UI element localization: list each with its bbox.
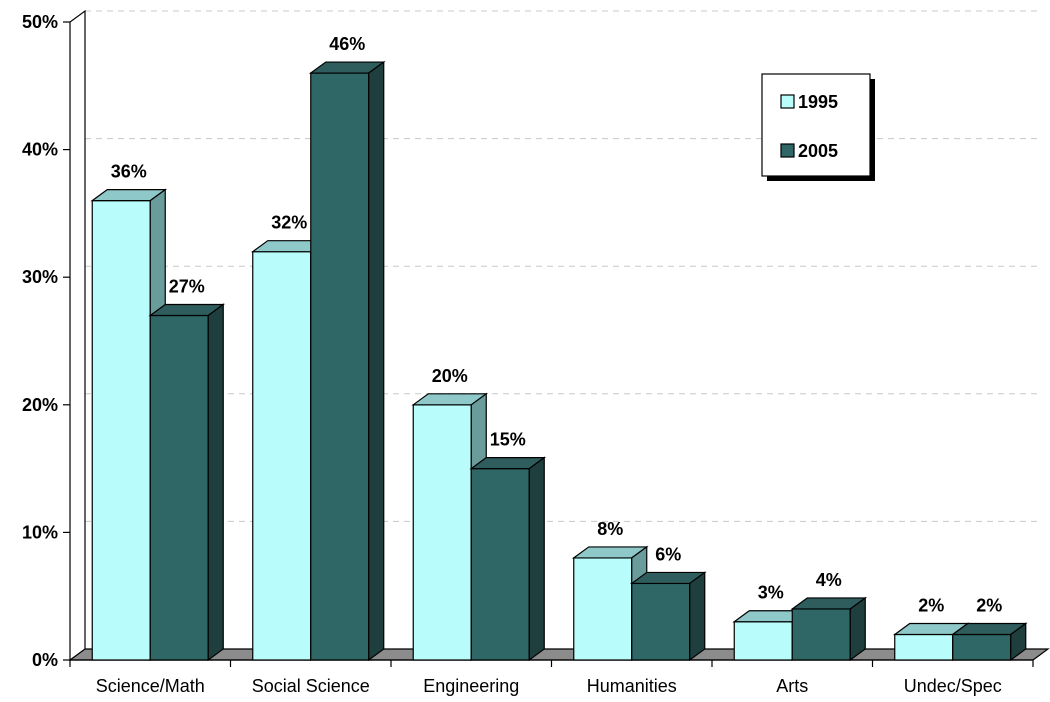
data-label: 6% (655, 544, 681, 564)
y-tick-label: 40% (22, 140, 58, 160)
data-label: 2% (976, 595, 1002, 615)
legend-label-2005: 2005 (798, 141, 838, 161)
data-label: 20% (432, 366, 468, 386)
bar-front (310, 72, 370, 661)
bar-side (207, 303, 224, 662)
data-label: 15% (490, 430, 526, 450)
bar-front (573, 557, 633, 661)
bar-front (91, 200, 151, 661)
data-label: 32% (271, 213, 307, 233)
legend-box (761, 73, 871, 177)
bar-front (252, 251, 312, 661)
data-labels: 36% 27% 32% 46% 20% 15% 8% 6% 3% 4% 2% 2% (111, 34, 1003, 615)
legend-label-1995: 1995 (798, 92, 838, 112)
legend: 1995 2005 (761, 73, 875, 181)
data-label: 36% (111, 162, 147, 182)
category-labels: Science/Math Social Science Engineering Hum… (96, 676, 1002, 696)
y-tick-label: 10% (22, 522, 58, 542)
bar-front (149, 314, 209, 661)
bar-side (849, 596, 866, 662)
bar (950, 622, 1028, 662)
bar-side (689, 571, 706, 662)
bar (148, 303, 226, 662)
y-tick-label: 30% (22, 267, 58, 287)
bar (629, 571, 707, 662)
data-label: 27% (169, 276, 205, 296)
category-label: Engineering (423, 676, 519, 696)
bar-front (412, 404, 472, 661)
bar-front (733, 621, 793, 661)
legend-swatch-1995 (780, 94, 795, 109)
bar-side (368, 60, 385, 662)
data-label: 2% (918, 595, 944, 615)
grid-lines (85, 10, 1040, 522)
category-label: Arts (776, 676, 808, 696)
y-axis-wall (69, 9, 86, 662)
bar-front (791, 608, 851, 661)
data-label: 46% (329, 34, 365, 54)
bar (469, 456, 547, 662)
category-label: Undec/Spec (904, 676, 1002, 696)
bar-front (952, 633, 1012, 661)
legend-swatch-2005 (780, 143, 795, 158)
bar-front (894, 633, 954, 661)
y-tick-label: 50% (22, 12, 58, 32)
y-tick-label: 0% (32, 650, 58, 670)
bar-front (470, 468, 530, 661)
data-label: 4% (816, 570, 842, 590)
bar-side (528, 456, 545, 662)
data-label: 3% (758, 583, 784, 603)
bar (790, 596, 868, 662)
category-label: Science/Math (96, 676, 205, 696)
bars (90, 60, 1028, 662)
data-label: 8% (597, 519, 623, 539)
bar (308, 60, 386, 662)
bar-front (631, 582, 691, 661)
category-label: Social Science (252, 676, 370, 696)
bar-side (1010, 622, 1027, 662)
y-tick-label: 20% (22, 395, 58, 415)
y-axis: 0% 10% 20% 30% 40% 50% (22, 9, 1034, 670)
category-label: Humanities (587, 676, 677, 696)
